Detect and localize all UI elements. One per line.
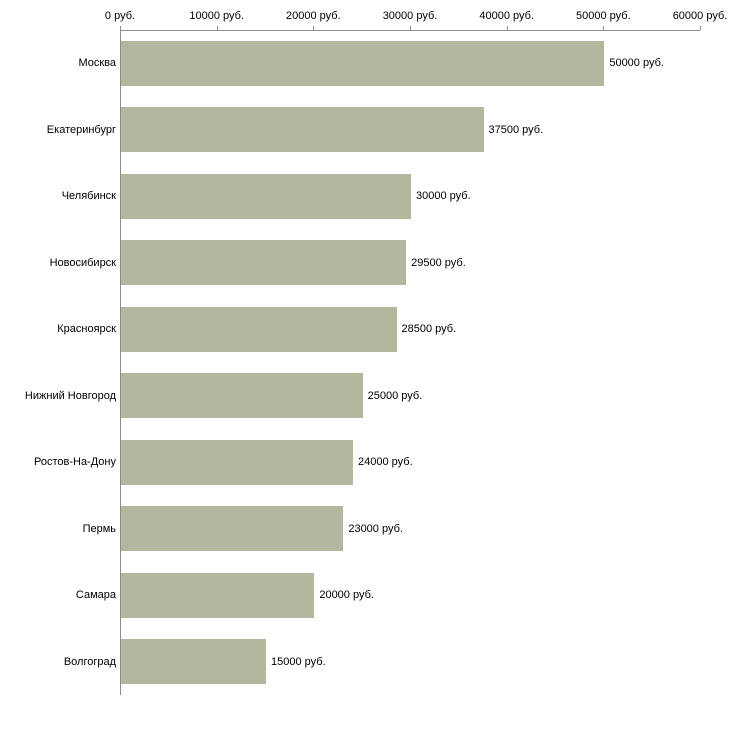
x-tick-label: 30000 руб. [382,10,438,22]
category-label: Пермь [82,522,116,535]
bar [121,306,397,352]
category-label: Самара [75,589,116,602]
category-label: Екатеринбург [46,123,116,136]
category-label: Новосибирск [49,256,116,269]
value-label: 28500 руб. [401,323,457,336]
x-tick-label: 10000 руб. [189,10,244,22]
bar [121,40,605,86]
x-tick-mark [120,26,121,30]
bar [121,639,266,685]
bar [121,373,363,419]
bar [121,173,411,219]
x-tick-label: 40000 руб. [479,10,534,22]
value-label: 25000 руб. [367,389,423,402]
x-tick-mark [313,26,315,30]
value-label: 30000 руб. [416,190,471,203]
category-label: Москва [78,57,116,70]
value-label: 20000 руб. [319,589,374,602]
bar [121,107,484,153]
x-tick-mark [506,26,508,30]
x-tick-label: 20000 руб. [286,10,341,22]
x-tick-mark [216,26,218,30]
y-axis-line [120,30,121,695]
bar [121,572,315,618]
x-tick-label: 60000 руб. [672,10,728,22]
value-label: 24000 руб. [358,456,413,469]
value-label: 23000 руб. [348,522,403,535]
x-axis-line [120,30,700,31]
x-tick-mark [603,26,605,30]
category-label: Нижний Новгород [24,389,116,402]
category-label: Челябинск [61,190,116,203]
x-tick-mark [410,26,411,30]
x-tick-label: 50000 руб. [576,10,631,22]
value-label: 29500 руб. [411,256,466,269]
category-label: Красноярск [57,323,116,336]
category-label: Ростов-На-Дону [33,456,116,469]
x-tick-label: 0 руб. [104,10,136,22]
bar [121,240,407,286]
value-label: 37500 руб. [488,123,544,136]
category-label: Волгоград [63,655,116,668]
bar [121,506,344,552]
value-label: 50000 руб. [609,57,664,70]
value-label: 15000 руб. [271,655,326,668]
x-tick-mark [700,26,701,30]
bar [121,439,353,485]
